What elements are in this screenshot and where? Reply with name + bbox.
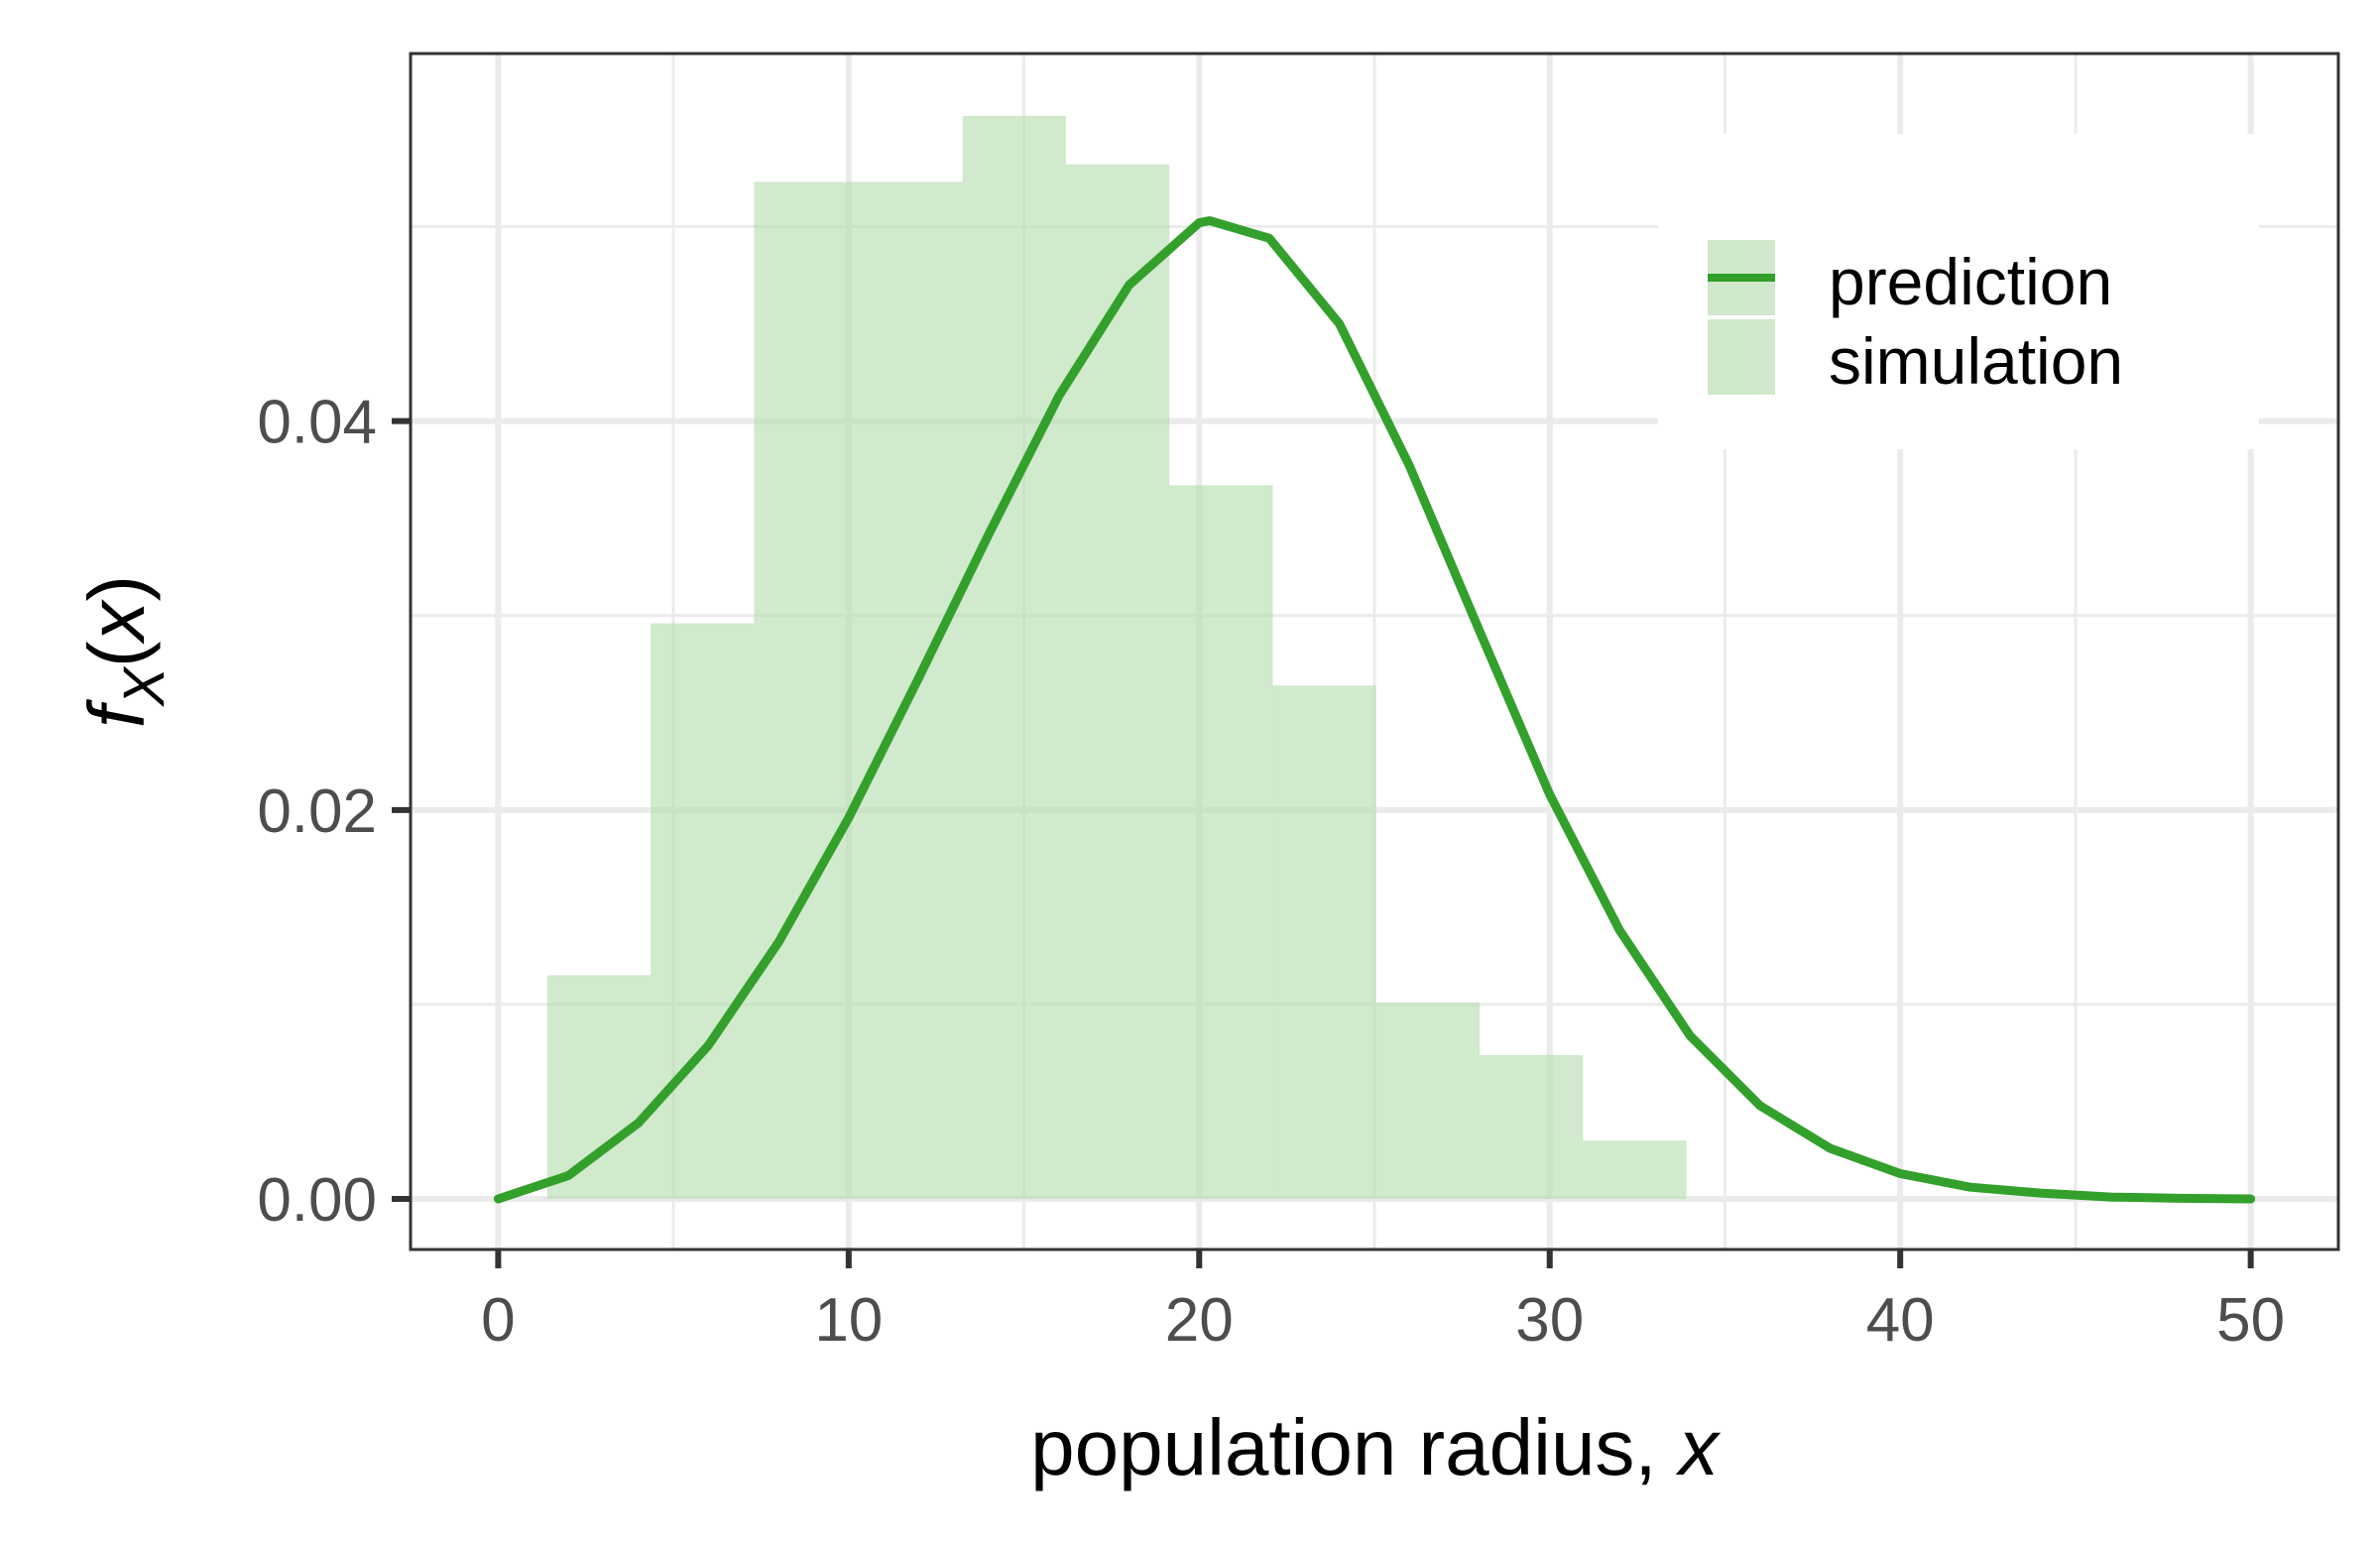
histogram-bar — [1065, 164, 1170, 1200]
x-tick-label: 0 — [481, 1286, 515, 1355]
histogram-bar — [651, 623, 755, 1200]
x-tick-label: 10 — [814, 1286, 883, 1355]
y-axis-title: fX(x) — [72, 575, 177, 728]
y-axis-title-arg: x — [72, 599, 161, 646]
y-tick-label: 0.00 — [257, 1166, 377, 1235]
x-axis-title: population radius, x — [1030, 1403, 1722, 1491]
histogram-bar — [962, 115, 1066, 1200]
panel-border — [409, 52, 2340, 1251]
x-axis-title-variable: x — [1675, 1403, 1722, 1491]
histogram-bars — [546, 115, 1687, 1200]
x-tick-label: 30 — [1515, 1286, 1584, 1355]
y-axis-title-open: ( — [72, 641, 161, 667]
plot-panel: prediction simulation — [409, 52, 2340, 1251]
x-tick-label: 40 — [1866, 1286, 1935, 1355]
histogram-bar — [1272, 685, 1376, 1200]
histogram-bar — [1169, 485, 1273, 1200]
histogram-bar — [546, 975, 652, 1200]
legend: prediction simulation — [1658, 134, 2259, 449]
x-axis: 0 10 20 30 40 50 — [481, 1249, 2285, 1355]
histogram-bar — [1583, 1140, 1687, 1200]
y-axis-title-subscript: X — [112, 665, 177, 708]
histogram-bar — [1480, 1054, 1584, 1200]
legend-label-simulation: simulation — [1829, 324, 2123, 398]
legend-label-prediction: prediction — [1829, 245, 2112, 318]
x-tick-label: 50 — [2216, 1286, 2285, 1355]
x-axis-title-text: population radius, — [1030, 1403, 1679, 1491]
legend-key-simulation — [1708, 319, 1775, 395]
y-axis: 0.00 0.02 0.04 — [257, 389, 411, 1235]
y-axis-title-close: ) — [72, 575, 161, 602]
histogram-bar — [1375, 1002, 1481, 1200]
density-line — [493, 216, 2256, 1204]
y-tick-label: 0.02 — [257, 777, 377, 846]
y-tick-label: 0.04 — [257, 389, 377, 457]
x-tick-label: 20 — [1165, 1286, 1234, 1355]
prediction-line — [493, 216, 2256, 1204]
histogram-bar — [754, 181, 963, 1200]
